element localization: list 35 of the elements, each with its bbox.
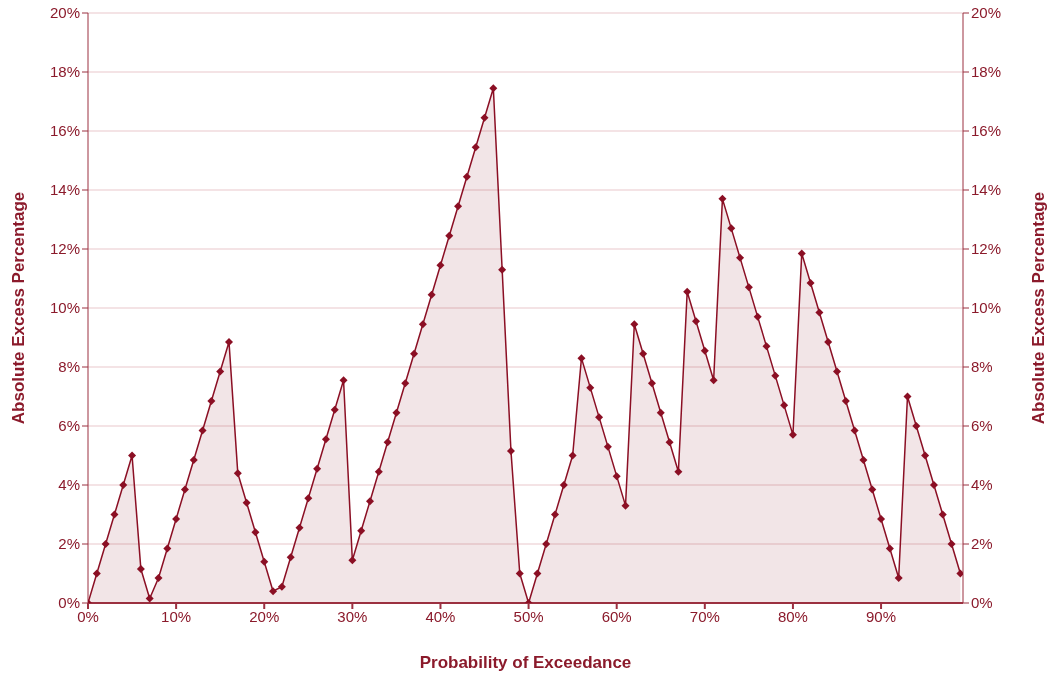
y-tick-label: 8% — [58, 358, 80, 376]
y-tick-label: 12% — [49, 240, 80, 258]
y2-tick-label: 18% — [971, 63, 1002, 81]
y2-axis-title: Absolute Excess Percentage — [1029, 191, 1049, 425]
y2-tick-label: 12% — [971, 240, 1002, 258]
x-tick-label: 40% — [425, 607, 456, 625]
y-tick-label: 14% — [49, 181, 80, 199]
x-tick-label: 0% — [77, 607, 99, 625]
y2-tick-label: 6% — [971, 417, 993, 435]
y-axis-title: Absolute Excess Percentage — [9, 191, 29, 425]
y-tick-label: 18% — [49, 63, 80, 81]
y-tick-label: 16% — [49, 122, 80, 140]
x-axis-title: Probability of Exceedance — [419, 653, 632, 672]
y2-tick-label: 0% — [971, 594, 993, 612]
y-tick-label: 10% — [49, 299, 80, 317]
y-tick-label: 0% — [58, 594, 80, 612]
y-tick-label: 20% — [49, 4, 80, 22]
y2-tick-label: 2% — [971, 535, 993, 553]
x-tick-label: 10% — [161, 607, 192, 625]
x-tick-label: 60% — [601, 607, 632, 625]
x-tick-label: 20% — [249, 607, 280, 625]
y-tick-label: 4% — [58, 476, 80, 494]
y2-tick-label: 10% — [971, 299, 1002, 317]
y-tick-label: 6% — [58, 417, 80, 435]
x-tick-label: 30% — [337, 607, 368, 625]
y-tick-label: 2% — [58, 535, 80, 553]
x-tick-label: 50% — [513, 607, 544, 625]
y2-tick-label: 16% — [971, 122, 1002, 140]
y2-tick-label: 4% — [971, 476, 993, 494]
y2-tick-label: 14% — [971, 181, 1002, 199]
y2-tick-label: 8% — [971, 358, 993, 376]
x-tick-label: 70% — [689, 607, 720, 625]
x-tick-label: 90% — [866, 607, 897, 625]
x-tick-label: 80% — [777, 607, 808, 625]
y2-tick-label: 20% — [971, 4, 1002, 22]
